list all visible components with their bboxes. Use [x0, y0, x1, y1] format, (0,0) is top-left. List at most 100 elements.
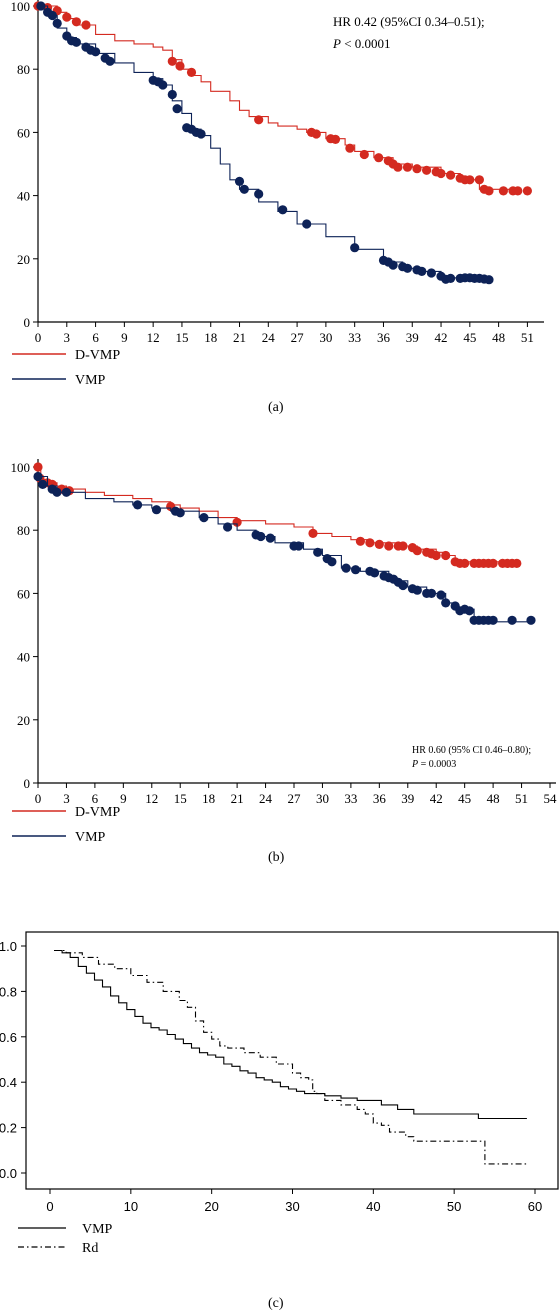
censor-point-d-vmp-a: [345, 143, 355, 153]
censor-point-d-vmp-a: [484, 186, 494, 196]
censor-point-vmp-b: [61, 487, 71, 497]
censor-point-d-vmp-a: [330, 134, 341, 144]
y-tick-label-b: 60: [17, 586, 30, 601]
x-tick-label-b: 33: [344, 791, 357, 806]
censor-point-d-vmp-a: [175, 61, 185, 71]
censor-point-vmp-b: [441, 598, 451, 608]
panel-b: 0 3 6 9 12 15 18 21 24 27 30 33 36 39 42 45 48 51 54 0 20 40 6…: [0, 450, 560, 900]
censor-point-vmp-b: [398, 580, 408, 591]
censor-point-d-vmp-a: [402, 162, 413, 172]
censor-point-vmp-a: [446, 273, 456, 283]
y-tick-label-c: 1.0: [0, 939, 17, 954]
y-tick-label-b: 80: [17, 523, 30, 538]
censor-point-d-vmp-b: [374, 539, 384, 549]
censor-point-vmp-a: [52, 18, 62, 28]
x-tick-label-a: 24: [262, 330, 276, 345]
censor-point-vmp-a: [196, 129, 206, 139]
caption-b: (b): [268, 850, 285, 865]
censor-point-vmp-a: [158, 80, 168, 90]
hr-annotation-b: HR 0.60 (95% CI 0.46–0.80); P = 0.0003: [412, 744, 531, 772]
censor-point-d-vmp-b: [384, 541, 394, 551]
x-tick-label-a: 36: [377, 330, 391, 345]
x-tick-label-b: 27: [288, 791, 302, 806]
censor-point-d-vmp-b: [431, 550, 441, 561]
plot-frame-c: [25, 931, 559, 1190]
x-tick-label-a: 0: [35, 330, 42, 345]
censor-point-vmp-b: [265, 533, 275, 543]
censor-point-vmp-a: [234, 176, 245, 186]
censor-point-vmp-a: [417, 266, 427, 276]
x-tick-label-a: 12: [147, 330, 160, 345]
x-tick-label-b: 9: [120, 791, 127, 806]
censor-point-vmp-b: [151, 505, 162, 515]
p-value-a: P < 0.0001: [333, 33, 485, 55]
x-tick-label-b: 24: [259, 791, 273, 806]
censor-point-vmp-a: [47, 10, 58, 21]
x-tick-label-a: 6: [92, 330, 99, 345]
x-tick-label-a: 15: [175, 330, 188, 345]
hr-annotation-a: HR 0.42 (95%CI 0.34–0.51); P < 0.0001: [333, 11, 485, 55]
x-tick-label-c: 40: [366, 1199, 380, 1214]
x-tick-label-a: 27: [291, 330, 305, 345]
x-tick-label-a: 51: [521, 330, 534, 345]
x-tick-label-c: 50: [447, 1199, 461, 1214]
legend-label-d-vmp-a: D-VMP: [75, 348, 120, 363]
p-rest-a: < 0.0001: [340, 36, 391, 51]
censor-point-vmp-b: [351, 565, 361, 575]
x-tick-label-b: 51: [515, 791, 528, 806]
caption-c: (c): [268, 1296, 284, 1311]
y-tick-label-a: 0: [24, 315, 31, 330]
legend-label-rd-c: Rd: [82, 1241, 98, 1256]
censor-point-vmp-b: [370, 568, 380, 578]
x-tick-label-a: 30: [319, 330, 332, 345]
censor-point-d-vmp-a: [62, 12, 72, 22]
censor-point-d-vmp-b: [232, 517, 242, 527]
censor-point-vmp-a: [105, 56, 115, 66]
x-tick-label-c: 0: [46, 1199, 53, 1214]
censor-point-d-vmp-a: [513, 186, 523, 196]
legend-label-vmp-b: VMP: [75, 830, 106, 845]
x-tick-label-a: 18: [204, 330, 217, 345]
censor-point-vmp-b: [256, 531, 266, 542]
censor-point-vmp-b: [199, 513, 209, 523]
censor-point-vmp-a: [71, 37, 81, 47]
x-tick-label-a: 9: [121, 330, 128, 345]
censor-point-d-vmp-a: [254, 115, 264, 125]
censor-point-vmp-a: [36, 1, 46, 11]
p-value-b: P = 0.0003: [412, 758, 531, 772]
censor-point-vmp-b: [52, 487, 62, 497]
censor-point-d-vmp-a: [311, 129, 321, 139]
y-tick-label-b: 40: [17, 650, 30, 665]
x-tick-label-b: 48: [487, 791, 500, 806]
x-tick-label-b: 12: [145, 791, 158, 806]
censor-point-d-vmp-a: [498, 186, 508, 196]
x-tick-label-a: 3: [64, 330, 71, 345]
censor-point-vmp-b: [327, 557, 337, 567]
censor-point-d-vmp-b: [460, 558, 470, 568]
p-symbol-a: P: [333, 36, 341, 51]
censor-point-d-vmp-b: [398, 541, 408, 551]
hr-text-b: HR 0.60 (95% CI 0.46–0.80);: [412, 745, 532, 756]
y-tick-label-a: 20: [17, 252, 30, 267]
censor-point-vmp-a: [388, 260, 398, 270]
censor-point-vmp-b: [426, 588, 437, 598]
censor-point-vmp-b: [464, 606, 474, 616]
censor-point-d-vmp-b: [412, 546, 422, 556]
survival-curve-rd-c: [54, 949, 527, 1165]
y-tick-label-a: 80: [17, 62, 30, 77]
censor-point-d-vmp-a: [374, 153, 384, 163]
censor-point-vmp-b: [175, 508, 185, 518]
censor-point-vmp-a: [484, 275, 494, 285]
censor-point-d-vmp-a: [71, 17, 81, 27]
censor-point-d-vmp-b: [365, 538, 375, 548]
censor-point-d-vmp-a: [422, 165, 432, 175]
panel-a: 0 3 6 9 12 15 18 21 24 27 30 33 36 39 42 45 48 51 0 20 40 60 8…: [0, 0, 560, 450]
y-tick-label-c: 0.6: [0, 1030, 17, 1045]
x-tick-label-a: 45: [463, 330, 476, 345]
censor-point-vmp-b: [33, 471, 43, 482]
censor-point-d-vmp-a: [522, 186, 533, 196]
km-curve-vmp-b: [38, 475, 531, 623]
panel-c: 0.0 0.2 0.4 0.6 0.8 1.0 0 10 20 30 40 50 60 VMP Rd (c): [0, 900, 560, 1315]
y-tick-label-a: 60: [17, 125, 30, 140]
censor-point-d-vmp-a: [186, 67, 197, 77]
